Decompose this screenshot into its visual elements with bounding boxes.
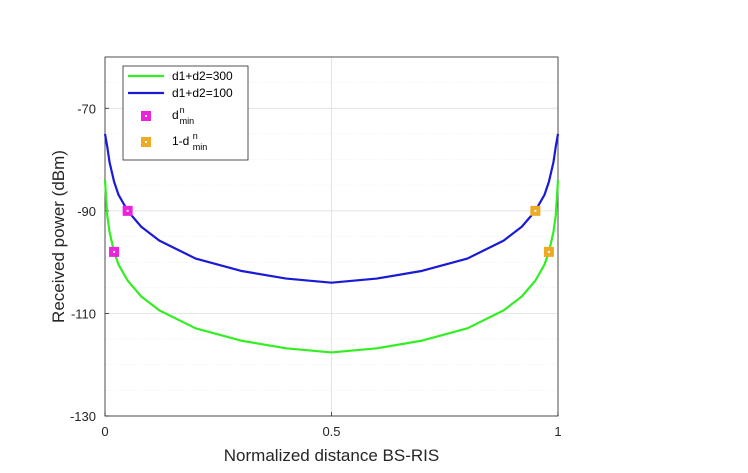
series-line <box>103 180 560 354</box>
y-tick-label: -90 <box>77 204 96 219</box>
axis-ticks: 0 0.5 1 -130 -110 -90 -70 <box>70 101 562 439</box>
x-tick-label: 1 <box>554 424 561 439</box>
series-lines <box>103 133 560 354</box>
series-line <box>103 133 560 284</box>
y-tick-label: -70 <box>77 101 96 116</box>
y-axis-label: Received power (dBm) <box>49 150 68 323</box>
legend-entry-label: d1+d2=100 <box>172 86 233 100</box>
marker-point-center <box>534 209 537 212</box>
marker-point-center <box>126 209 129 212</box>
marker-points <box>109 205 554 257</box>
legend-entry-label: dn min <box>172 105 194 126</box>
x-axis-label: Normalized distance BS-RIS <box>224 446 439 465</box>
legend: d1+d2=300 d1+d2=100 dn min 1-d n min <box>122 65 249 161</box>
marker-point-center <box>547 250 550 253</box>
x-tick-label: 0 <box>101 424 108 439</box>
legend-marker-swatch-center <box>145 115 147 117</box>
legend-entry-label: 1-d n min <box>172 131 207 152</box>
y-tick-label: -110 <box>71 306 96 321</box>
legend-marker-swatch-center <box>145 141 147 143</box>
x-tick-label: 0.5 <box>322 424 340 439</box>
y-tick-label: -130 <box>70 409 96 424</box>
marker-point-center <box>113 250 116 253</box>
legend-entry-label: d1+d2=300 <box>172 69 233 83</box>
